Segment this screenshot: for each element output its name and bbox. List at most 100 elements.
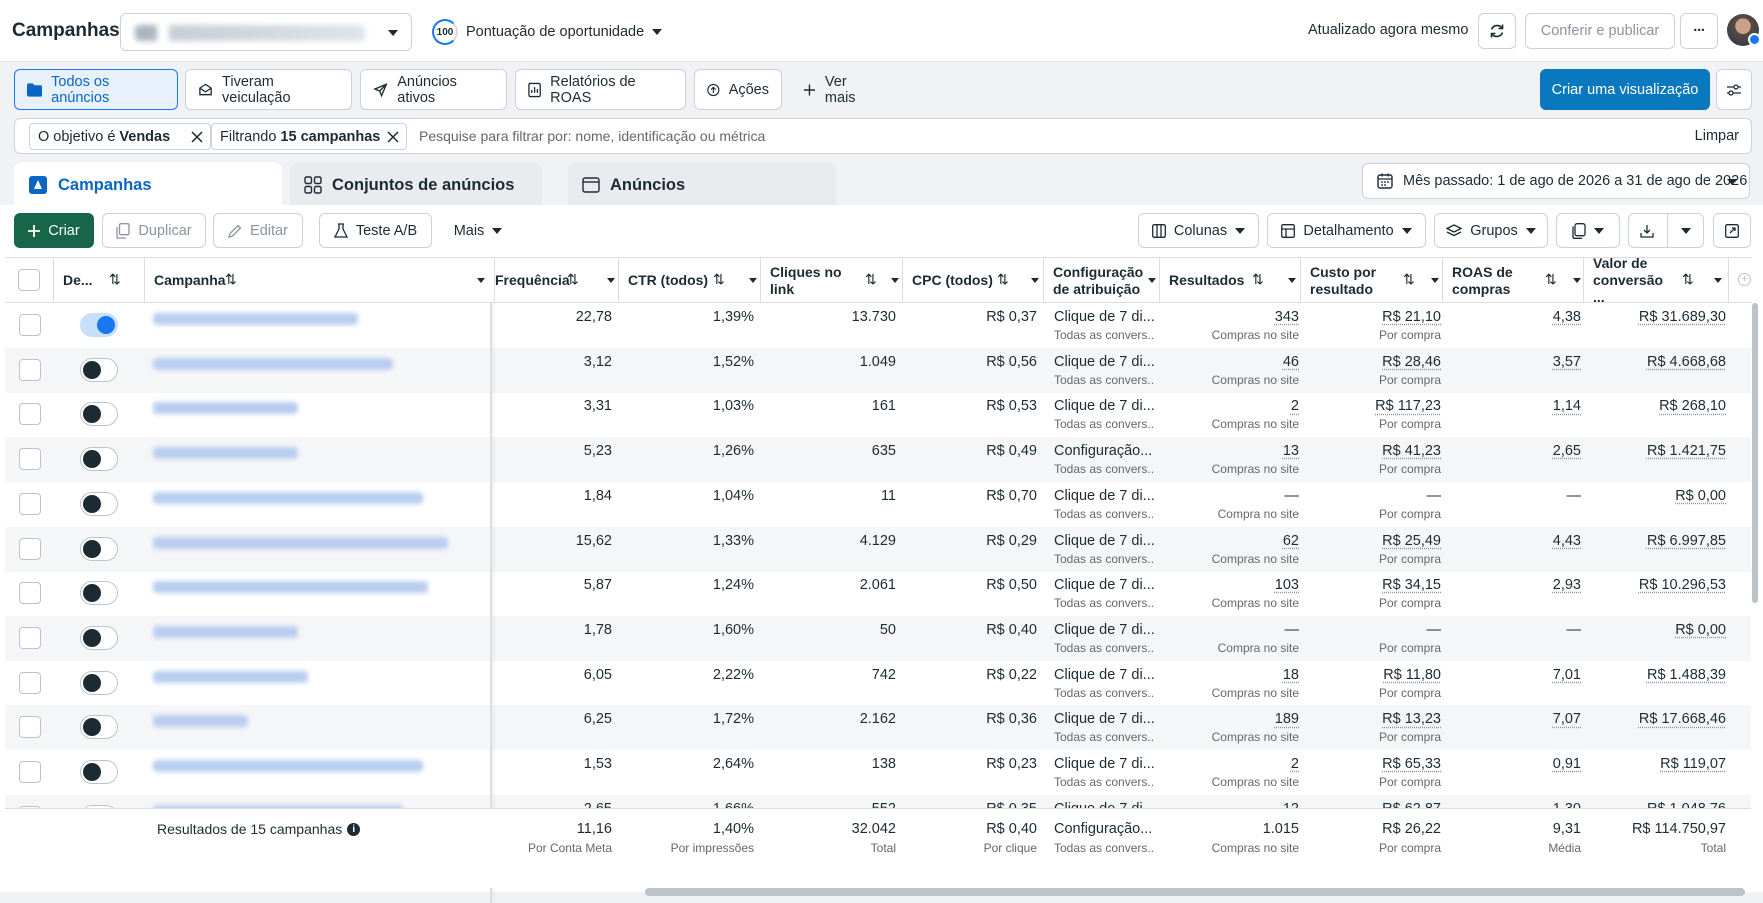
close-icon[interactable] [387,131,399,143]
clear-filters-link[interactable]: Limpar [1695,128,1739,144]
row-checkbox[interactable] [19,538,41,560]
conversion-value-cell[interactable]: R$ 4.668,68 [1584,354,1726,370]
column-frequency[interactable]: Frequência ⇅ [495,258,619,303]
date-range-picker[interactable]: Mês passado: 1 de ago de 2026 a 31 de ag… [1362,163,1750,199]
table-row[interactable]: 6,251,72%2.162R$ 0,36Clique de 7 di...To… [5,705,1751,750]
horizontal-scrollbar[interactable] [645,888,1745,896]
add-column-icon[interactable]: + [1738,273,1751,286]
chevron-down-icon[interactable] [1288,278,1296,283]
campaign-name-redacted[interactable] [153,537,448,549]
conversion-value-cell[interactable]: R$ 268,10 [1584,398,1726,414]
cost-per-result-cell[interactable]: — [1301,622,1441,638]
delivery-toggle[interactable] [80,671,118,695]
review-publish-button[interactable]: Conferir e publicar [1525,13,1675,49]
conversion-value-cell[interactable]: R$ 119,07 [1584,756,1726,772]
duplicate-button[interactable]: Duplicar [102,213,206,248]
sort-icon[interactable]: ⇅ [109,271,121,288]
campaign-name-redacted[interactable] [153,715,248,727]
results-cell[interactable]: 2 [1160,756,1299,772]
search-input[interactable] [419,125,1319,147]
more-options-button[interactable]: ··· [1680,13,1718,49]
row-checkbox[interactable] [19,716,41,738]
conversion-value-cell[interactable]: R$ 0,00 [1584,622,1726,638]
row-checkbox[interactable] [19,582,41,604]
cost-per-result-cell[interactable]: R$ 62,87 [1301,801,1441,808]
filter-actions[interactable]: Ações [694,69,782,110]
sort-icon[interactable]: ⇅ [713,271,725,288]
chevron-down-icon[interactable] [607,278,615,283]
cost-per-result-cell[interactable]: R$ 11,80 [1301,667,1441,683]
row-checkbox[interactable] [19,761,41,783]
sort-icon[interactable]: ⇅ [865,271,877,288]
filter-settings-button[interactable] [1716,69,1752,110]
account-selector[interactable] [120,13,412,51]
campaign-name-redacted[interactable] [153,760,423,772]
refresh-button[interactable] [1478,13,1516,49]
objective-filter-chip[interactable]: O objetivo é Vendas [29,123,211,150]
column-ctr[interactable]: CTR (todos) ⇅ [619,258,761,303]
chevron-down-icon[interactable] [1573,278,1581,283]
row-checkbox[interactable] [19,493,41,515]
conversion-value-cell[interactable]: R$ 31.689,30 [1584,309,1726,325]
column-results[interactable]: Resultados ⇅ [1160,258,1301,303]
conversion-value-cell[interactable]: R$ 1.421,75 [1584,443,1726,459]
roas-cell[interactable]: — [1443,488,1581,504]
column-cpc[interactable]: CPC (todos) ⇅ [903,258,1044,303]
table-row[interactable]: 15,621,33%4.129R$ 0,29Clique de 7 di...T… [5,527,1751,572]
expand-button[interactable] [1713,213,1751,248]
row-checkbox[interactable] [19,314,41,336]
columns-button[interactable]: Colunas [1138,213,1259,248]
vertical-scrollbar[interactable] [1752,303,1758,603]
roas-cell[interactable]: 4,38 [1443,309,1581,325]
conversion-value-cell[interactable]: R$ 1.488,39 [1584,667,1726,683]
tab-ad-sets[interactable]: Conjuntos de anúncios [290,162,542,208]
cost-per-result-cell[interactable]: — [1301,488,1441,504]
campaigns-filter-chip[interactable]: Filtrando 15 campanhas [211,123,407,150]
delivery-toggle[interactable] [80,581,118,605]
row-checkbox[interactable] [19,448,41,470]
delivery-toggle[interactable] [80,447,118,471]
create-view-button[interactable]: Criar uma visualização [1540,69,1710,110]
chevron-down-icon[interactable] [1714,278,1722,283]
results-cell[interactable]: 189 [1160,711,1299,727]
roas-cell[interactable]: — [1443,622,1581,638]
breakdown-button[interactable]: Detalhamento [1267,213,1426,248]
sort-icon[interactable]: ⇅ [1545,271,1557,288]
cost-per-result-cell[interactable]: R$ 25,49 [1301,533,1441,549]
roas-cell[interactable]: 4,43 [1443,533,1581,549]
delivery-toggle[interactable] [80,358,118,382]
chevron-down-icon[interactable] [749,278,757,283]
opportunity-score[interactable]: 100 Pontuação de oportunidade [432,19,662,45]
campaign-name-redacted[interactable] [153,358,393,370]
roas-cell[interactable]: 0,91 [1443,756,1581,772]
conversion-value-cell[interactable]: R$ 1.048,76 [1584,801,1726,808]
table-row[interactable]: 3,121,52%1.049R$ 0,56Clique de 7 di...To… [5,348,1751,393]
filter-active-ads[interactable]: Anúncios ativos [360,69,507,110]
edit-button[interactable]: Editar [213,213,303,248]
cost-per-result-cell[interactable]: R$ 41,23 [1301,443,1441,459]
delivery-toggle[interactable] [80,760,118,784]
filter-delivered[interactable]: Tiveram veiculação [185,69,352,110]
results-cell[interactable]: 12 [1160,801,1299,808]
roas-cell[interactable]: 2,93 [1443,577,1581,593]
table-row[interactable]: 6,052,22%742R$ 0,22Clique de 7 di...Toda… [5,661,1751,706]
tab-campaigns[interactable]: Campanhas [14,162,282,208]
delivery-toggle[interactable] [80,715,118,739]
table-row[interactable]: 1,781,60%50R$ 0,40Clique de 7 di...Todas… [5,616,1751,661]
delivery-toggle[interactable] [80,402,118,426]
roas-cell[interactable]: 7,07 [1443,711,1581,727]
delivery-toggle[interactable] [80,492,118,516]
sort-icon[interactable]: ⇅ [1252,271,1264,288]
export-button[interactable] [1628,213,1704,248]
campaign-name-redacted[interactable] [153,313,358,325]
see-more-button[interactable]: Ver mais [790,69,890,110]
row-checkbox[interactable] [19,627,41,649]
campaign-name-redacted[interactable] [153,492,423,504]
select-all-checkbox[interactable] [18,269,40,291]
roas-cell[interactable]: 1,14 [1443,398,1581,414]
conversion-value-cell[interactable]: R$ 6.997,85 [1584,533,1726,549]
sort-icon[interactable]: ⇅ [997,271,1009,288]
column-roas[interactable]: ROAS de compras ⇅ [1443,258,1584,303]
cost-per-result-cell[interactable]: R$ 65,33 [1301,756,1441,772]
results-cell[interactable]: 18 [1160,667,1299,683]
